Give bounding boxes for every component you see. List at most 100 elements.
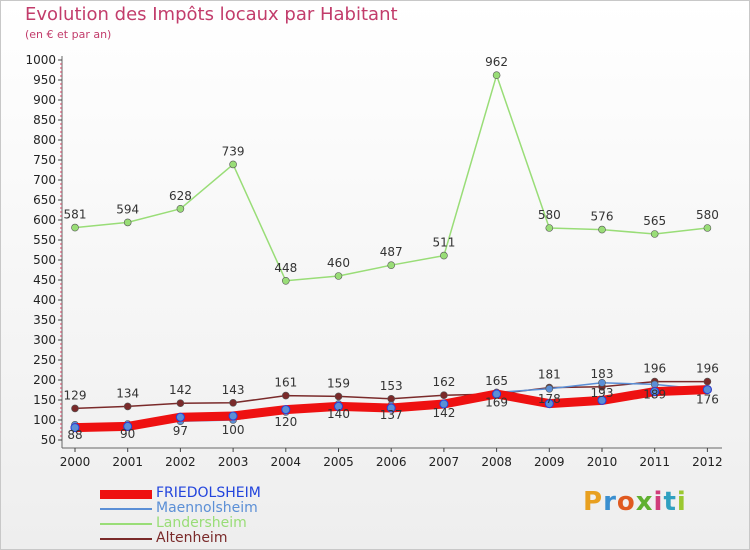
- data-point-friedolsheim: [334, 401, 343, 411]
- data-point-altenheim: [123, 402, 132, 411]
- legend-item: FRIEDOLSHEIM: [100, 485, 400, 501]
- x-tick-label: 2006: [376, 455, 407, 469]
- x-tick-label: 2003: [218, 455, 249, 469]
- y-tick-label: 150: [33, 393, 56, 407]
- data-label-landersheim: 448: [274, 261, 297, 275]
- x-tick-label: 2005: [323, 455, 354, 469]
- data-point-landersheim: [703, 224, 712, 232]
- legend-swatch: [100, 523, 152, 525]
- data-point-altenheim: [71, 404, 79, 413]
- data-point-friedolsheim: [123, 421, 133, 431]
- data-point-maennolsheim: [545, 384, 554, 393]
- data-point-landersheim: [650, 230, 659, 238]
- data-point-friedolsheim: [597, 395, 607, 405]
- y-tick-label: 850: [33, 113, 56, 127]
- x-tick-label: 2000: [60, 455, 91, 469]
- y-tick-label: 1000: [25, 53, 56, 67]
- data-label-landersheim: 739: [222, 144, 245, 158]
- data-point-friedolsheim: [439, 399, 449, 409]
- y-tick-label: 400: [33, 293, 56, 307]
- data-label-landersheim: 576: [591, 210, 614, 224]
- legend-swatch: [100, 508, 152, 510]
- logo-letter: i: [676, 487, 687, 517]
- data-label-landersheim: 628: [169, 189, 192, 203]
- data-label-maennolsheim: 90: [120, 427, 135, 441]
- y-tick-label: 200: [33, 373, 56, 387]
- data-point-friedolsheim: [175, 412, 185, 422]
- data-label-maennolsheim: 137: [380, 408, 403, 422]
- x-tick-label: 2001: [112, 455, 143, 469]
- chart-subtitle: (en € et par an): [25, 28, 112, 41]
- data-label-landersheim: 460: [327, 256, 350, 270]
- x-tick-label: 2007: [429, 455, 460, 469]
- data-label-maennolsheim: 97: [173, 424, 188, 438]
- logo-letter: r: [603, 487, 617, 517]
- data-point-altenheim: [334, 392, 343, 401]
- data-label-altenheim: 196: [643, 362, 666, 376]
- data-label-altenheim: 183: [591, 367, 614, 381]
- legend-item: Landersheim: [100, 515, 400, 531]
- data-point-landersheim: [176, 205, 185, 213]
- data-point-altenheim: [176, 399, 185, 408]
- x-tick-label: 2004: [271, 455, 302, 469]
- y-tick-label: 350: [33, 313, 56, 327]
- data-label-maennolsheim: 189: [643, 387, 666, 401]
- legend-swatch: [100, 538, 152, 540]
- data-label-landersheim: 580: [538, 208, 561, 222]
- x-tick-label: 2002: [165, 455, 196, 469]
- legend-swatch: [100, 490, 152, 499]
- data-label-landersheim: 565: [643, 214, 666, 228]
- data-label-landersheim: 580: [696, 208, 719, 222]
- data-point-friedolsheim: [544, 399, 554, 409]
- data-label-altenheim: 181: [538, 368, 561, 382]
- data-point-friedolsheim: [650, 387, 660, 397]
- data-point-landersheim: [598, 225, 606, 234]
- data-label-altenheim: 142: [169, 383, 192, 397]
- data-point-landersheim: [229, 160, 237, 169]
- legend-label: FRIEDOLSHEIM: [156, 485, 261, 501]
- data-label-altenheim: 162: [432, 375, 455, 389]
- data-point-friedolsheim: [386, 403, 396, 413]
- legend-item: Maennolsheim: [100, 500, 400, 516]
- logo-letter: o: [616, 487, 636, 517]
- proxiti-logo: Proxiti: [583, 487, 687, 517]
- data-point-landersheim: [440, 251, 448, 260]
- logo-letter: i: [653, 487, 664, 517]
- y-tick-label: 650: [33, 193, 56, 207]
- data-point-landersheim: [387, 261, 396, 270]
- data-label-altenheim: 161: [274, 376, 297, 390]
- data-point-landersheim: [545, 224, 554, 232]
- y-tick-label: 800: [33, 133, 56, 147]
- data-point-altenheim: [387, 394, 396, 403]
- data-label-maennolsheim: 88: [67, 428, 82, 442]
- logo-letter: t: [663, 487, 677, 517]
- data-label-altenheim: 159: [327, 376, 350, 390]
- y-tick-label: 900: [33, 93, 56, 107]
- chart-legend: FRIEDOLSHEIM Maennolsheim Landersheim Alten…: [100, 485, 400, 546]
- y-tick-label: 100: [33, 413, 56, 427]
- legend-label: Altenheim: [156, 530, 228, 546]
- data-label-maennolsheim: 142: [432, 406, 455, 420]
- data-label-landersheim: 581: [64, 208, 87, 222]
- data-label-landersheim: 511: [432, 236, 455, 250]
- data-point-friedolsheim: [228, 411, 238, 421]
- data-label-landersheim: 594: [116, 202, 139, 216]
- x-tick-label: 2010: [587, 455, 618, 469]
- legend-item: Altenheim: [100, 530, 400, 546]
- data-label-altenheim: 143: [222, 383, 245, 397]
- data-label-maennolsheim: 169: [485, 395, 508, 409]
- y-tick-label: 550: [33, 233, 56, 247]
- y-tick-label: 600: [33, 213, 56, 227]
- data-point-friedolsheim: [702, 385, 712, 395]
- x-tick-label: 2012: [692, 455, 723, 469]
- line-chart: 50 100 150 200 250 300 350 400 450 500 550 600 650 70…: [25, 53, 723, 469]
- legend-label: Landersheim: [156, 515, 247, 531]
- y-tick-label: 250: [33, 353, 56, 367]
- y-tick-label: 450: [33, 273, 56, 287]
- y-tick-label: 500: [33, 253, 56, 267]
- data-point-landersheim: [123, 218, 132, 227]
- data-point-friedolsheim: [492, 389, 502, 399]
- logo-letter: P: [583, 487, 604, 517]
- x-tick-label: 2008: [481, 455, 512, 469]
- data-label-altenheim: 129: [64, 388, 87, 402]
